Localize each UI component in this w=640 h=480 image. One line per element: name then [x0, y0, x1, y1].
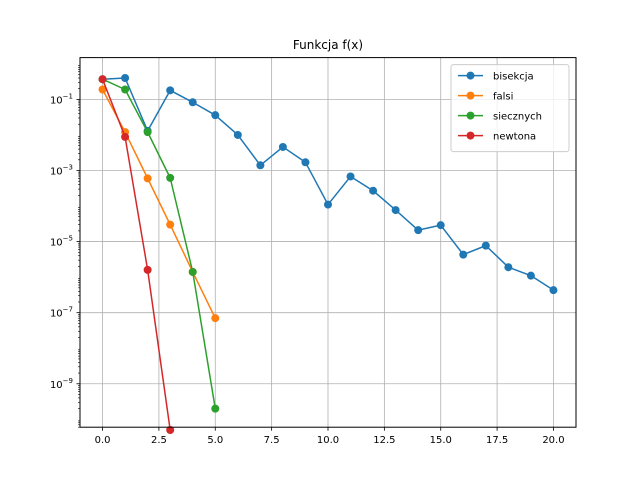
data-point	[211, 314, 220, 323]
legend: bisekcja falsi siecznych newtona	[450, 64, 570, 153]
data-point	[188, 267, 197, 276]
y-tick-exponent: −1	[63, 92, 73, 100]
data-point	[211, 111, 220, 120]
data-point	[211, 404, 220, 413]
y-tick-base: 10	[50, 238, 63, 249]
data-point	[121, 85, 130, 94]
y-tick-label: 10−9	[50, 377, 73, 391]
y-tick-label: 10−3	[50, 163, 73, 177]
x-tick-label: 10.0	[317, 435, 339, 446]
data-point	[278, 142, 287, 151]
legend-label: newtona	[493, 132, 536, 143]
data-point	[504, 263, 513, 272]
legend-marker	[466, 71, 475, 80]
series-line	[101, 78, 171, 431]
legend-box	[450, 64, 570, 153]
series-newtona	[98, 75, 175, 435]
data-point	[166, 220, 175, 229]
data-point	[346, 172, 355, 181]
x-axis: 0.0 2.5 5.0 7.5 10.0 12.5 15.0 17.5 20.0	[95, 427, 565, 446]
chart-title: Funkcja f(x)	[293, 38, 363, 52]
data-point	[121, 74, 130, 83]
data-point	[526, 271, 535, 280]
legend-marker	[466, 131, 475, 140]
data-point	[98, 75, 107, 84]
y-tick-exponent: −7	[63, 306, 73, 314]
y-tick-base: 10	[50, 380, 63, 391]
data-point	[143, 265, 152, 274]
data-point	[188, 98, 197, 107]
data-point	[98, 85, 107, 94]
y-tick-base: 10	[50, 309, 63, 320]
data-point	[256, 161, 265, 170]
data-point	[143, 128, 152, 137]
legend-item: falsi	[458, 91, 513, 103]
legend-item: bisekcja	[458, 71, 534, 83]
data-point	[166, 173, 175, 182]
x-tick-label: 12.5	[373, 435, 395, 446]
legend-label: falsi	[493, 92, 513, 103]
series-siecznych	[98, 75, 220, 413]
plot-series	[98, 74, 558, 435]
x-tick-label: 20.0	[542, 435, 564, 446]
x-tick-label: 17.5	[486, 435, 508, 446]
x-tick-label: 7.5	[264, 435, 280, 446]
legend-label: bisekcja	[493, 72, 534, 83]
data-point	[143, 174, 152, 183]
data-point	[324, 200, 332, 209]
data-point	[301, 158, 310, 167]
y-tick-exponent: −3	[63, 163, 73, 171]
x-tick-label: 15.0	[430, 435, 452, 446]
x-tick-label: 0.0	[95, 435, 111, 446]
x-tick-label: 2.5	[151, 435, 167, 446]
series-line	[101, 89, 216, 319]
data-point	[166, 426, 175, 435]
legend-marker	[466, 111, 475, 120]
series-line	[102, 78, 217, 409]
data-point	[436, 221, 445, 230]
legend-marker	[466, 91, 475, 100]
data-point	[369, 186, 378, 195]
data-point	[414, 226, 423, 235]
data-point	[166, 86, 175, 95]
legend-item: newtona	[458, 131, 536, 143]
data-point	[549, 286, 558, 295]
y-tick-label: 10−1	[50, 92, 73, 106]
y-tick-base: 10	[50, 95, 63, 106]
data-point	[459, 250, 468, 259]
y-tick-exponent: −9	[63, 377, 73, 385]
y-tick-exponent: −5	[63, 235, 73, 243]
x-tick-label: 5.0	[207, 435, 223, 446]
legend-label: siecznych	[493, 112, 542, 123]
data-point	[481, 241, 490, 250]
y-tick-label: 10−7	[50, 306, 73, 320]
data-point	[391, 206, 400, 215]
y-axis: 10−910−710−510−310−1	[50, 65, 80, 428]
y-tick-base: 10	[50, 166, 63, 177]
legend-item: siecznych	[458, 111, 542, 123]
y-tick-label: 10−5	[50, 235, 73, 249]
data-point	[121, 132, 130, 141]
data-point	[233, 130, 242, 139]
